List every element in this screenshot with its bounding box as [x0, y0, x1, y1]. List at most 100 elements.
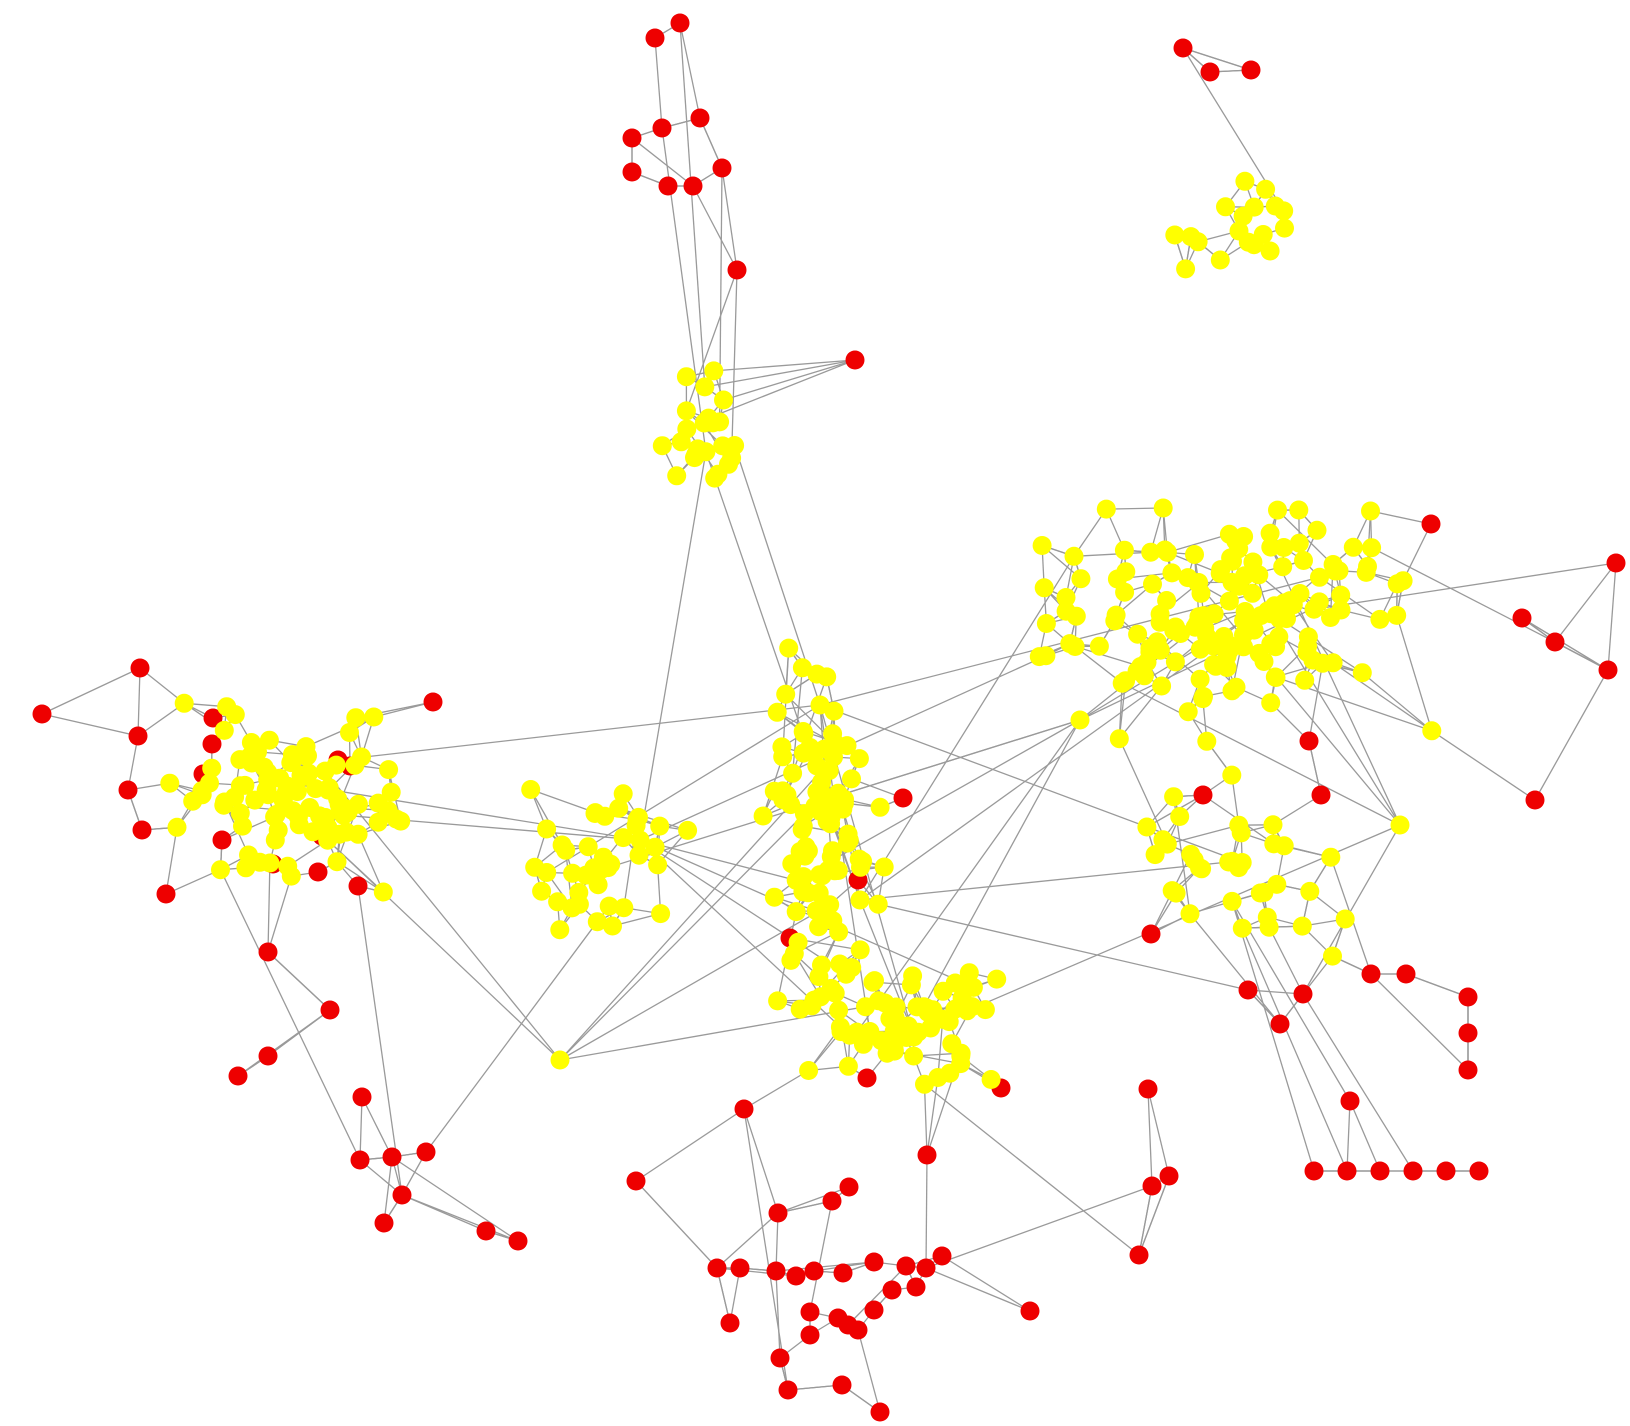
yellow-node: [884, 1041, 904, 1061]
graph-edge: [267, 862, 271, 953]
yellow-node: [1261, 537, 1281, 557]
graph-edge: [165, 869, 221, 895]
red-node: [1311, 785, 1331, 805]
red-node: [382, 1147, 402, 1167]
red-node: [690, 108, 710, 128]
yellow-node: [725, 436, 745, 455]
red-node: [848, 1320, 868, 1340]
yellow-node: [828, 861, 848, 880]
yellow-node: [1184, 850, 1204, 870]
red-node: [800, 1302, 820, 1322]
red-node: [622, 162, 642, 182]
graph-edge: [859, 899, 915, 1036]
yellow-node: [548, 892, 568, 912]
yellow-node: [327, 852, 347, 872]
graph-edge: [639, 839, 847, 975]
red-node: [768, 1203, 788, 1223]
graph-edge: [1370, 973, 1469, 1071]
yellow-node: [792, 658, 812, 678]
node-layer: [32, 13, 1626, 1422]
red-node: [1396, 964, 1416, 984]
yellow-node: [829, 1000, 849, 1020]
red-node: [1545, 632, 1565, 652]
graph-edge: [679, 22, 701, 119]
yellow-node: [550, 920, 570, 940]
yellow-node: [629, 845, 649, 865]
graph-edge: [401, 1194, 519, 1242]
yellow-node: [1260, 523, 1280, 543]
graph-edge: [1371, 547, 1556, 643]
yellow-node: [1157, 542, 1177, 562]
yellow-node: [1250, 883, 1270, 903]
yellow-node: [1170, 807, 1190, 826]
yellow-node: [254, 757, 274, 777]
graph-edge: [324, 770, 561, 1061]
red-node: [348, 876, 368, 896]
yellow-node: [1219, 635, 1239, 655]
graph-edge: [1607, 562, 1617, 671]
yellow-node: [250, 852, 270, 872]
graph-edge: [723, 359, 856, 401]
yellow-node: [1321, 847, 1341, 867]
graph-edge: [1349, 1100, 1381, 1172]
graph-edge: [639, 839, 974, 988]
yellow-node: [667, 466, 687, 486]
yellow-node: [556, 840, 576, 860]
red-node: [350, 1150, 370, 1170]
yellow-node: [613, 784, 633, 804]
yellow-node: [1331, 600, 1351, 620]
yellow-node: [1036, 614, 1056, 633]
yellow-node: [550, 1050, 570, 1070]
red-node: [130, 658, 150, 678]
yellow-node: [248, 742, 267, 762]
yellow-node: [340, 723, 359, 742]
yellow-node: [1261, 693, 1281, 713]
red-node: [707, 1258, 727, 1278]
yellow-node: [1165, 225, 1185, 245]
red-node: [423, 692, 443, 712]
red-node: [1020, 1301, 1040, 1321]
graph-edge: [635, 1180, 718, 1269]
graph-edge: [856, 719, 1081, 1033]
graph-edge: [708, 359, 856, 419]
graph-edge: [713, 359, 856, 372]
red-node: [1173, 38, 1193, 58]
yellow-node: [652, 436, 672, 456]
red-node: [118, 780, 138, 800]
red-node: [864, 1252, 884, 1272]
yellow-node: [368, 812, 388, 832]
yellow-node: [1141, 542, 1161, 562]
yellow-node: [1089, 636, 1109, 656]
graph-edge: [1279, 618, 1363, 674]
yellow-node: [1310, 567, 1329, 587]
red-node: [1606, 553, 1626, 573]
yellow-node: [1244, 620, 1264, 640]
graph-edge: [791, 667, 804, 774]
yellow-node: [1256, 179, 1276, 199]
yellow-node: [1219, 591, 1239, 611]
yellow-node: [704, 361, 724, 381]
graph-edge: [530, 788, 596, 814]
yellow-node: [1105, 611, 1125, 631]
yellow-node: [838, 1056, 858, 1076]
graph-edge: [267, 951, 331, 1011]
yellow-node: [629, 807, 648, 827]
graph-edge: [41, 667, 141, 715]
yellow-node: [1210, 250, 1230, 270]
yellow-node: [1263, 815, 1283, 835]
yellow-node: [563, 863, 583, 883]
graph-edge: [679, 22, 706, 387]
graph-edge: [1167, 824, 1239, 845]
yellow-node: [1264, 834, 1284, 854]
yellow-node: [1034, 578, 1054, 598]
yellow-node: [819, 761, 839, 781]
yellow-node: [959, 963, 979, 983]
yellow-node: [1194, 687, 1213, 706]
graph-edge: [361, 1096, 393, 1158]
red-node: [645, 28, 665, 48]
red-node: [658, 176, 678, 196]
graph-edge: [847, 1265, 907, 1326]
yellow-node: [915, 1074, 934, 1094]
yellow-node: [786, 902, 806, 922]
